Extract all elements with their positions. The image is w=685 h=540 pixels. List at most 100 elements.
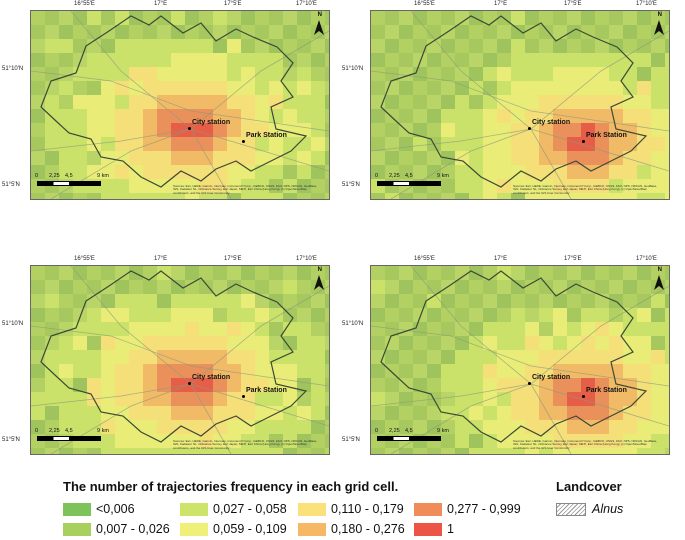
grid-cell [455,322,469,336]
grid-cell [129,193,143,199]
grid-cell [651,179,665,193]
grid-cell [213,364,227,378]
grid-cell [525,11,539,25]
grid-cell [511,81,525,95]
grid-cell [241,11,255,25]
scale-bar-graphic [37,436,101,441]
grid-cell [283,39,297,53]
grid-cell [441,39,455,53]
grid-cell [623,392,637,406]
grid-cell [665,266,669,280]
legend-label: 0,180 - 0,276 [331,522,405,536]
grid-cell [269,378,283,392]
grid-cell [157,406,171,420]
park-station-marker [242,140,245,143]
grid-cell [241,420,255,434]
grid-cell [623,350,637,364]
grid-cell [87,378,101,392]
grid-cell [171,294,185,308]
grid-cell [101,39,115,53]
grid-cell [227,165,241,179]
grid-cell [227,364,241,378]
grid-cell [31,11,45,25]
grid-cell [623,81,637,95]
grid-cell [525,336,539,350]
grid-cell [101,137,115,151]
grid-cell [567,308,581,322]
grid-cell [297,308,311,322]
grid-cell [497,25,511,39]
grid-cell [413,322,427,336]
grid-cell [441,350,455,364]
grid-cell [311,308,325,322]
grid-cell [665,406,669,420]
grid-cell [385,193,399,199]
grid-cell [297,151,311,165]
grid-cell [59,25,73,39]
legend-swatch [414,522,442,536]
grid-cell [595,364,609,378]
grid-cell [455,123,469,137]
grid-cell [213,81,227,95]
grid-cell [371,67,385,81]
road-line [410,266,572,454]
grid-cell [311,109,325,123]
grid-cell [455,336,469,350]
grid-cell [59,294,73,308]
grid-cell [199,266,213,280]
grid-cell [59,109,73,123]
grid-cell [595,434,609,448]
grid-cell [311,11,325,25]
grid-cell [241,95,255,109]
grid-cell [441,137,455,151]
grid-cell [539,39,553,53]
grid-cell [311,406,325,420]
grid-cell [73,336,87,350]
grid-cell [101,193,115,199]
grid-cell [623,448,637,454]
grid-cell [651,193,665,199]
grid-cell [59,67,73,81]
grid-cell [609,448,623,454]
grid-cell [241,336,255,350]
scale-tick-label: 2,25 [49,428,60,434]
grid-cell [157,322,171,336]
grid-cell [129,364,143,378]
grid-cell [185,434,199,448]
grid-cell [525,165,539,179]
grid-cell [185,25,199,39]
grid-cell [143,280,157,294]
grid-cell [185,109,199,123]
grid-cell [525,406,539,420]
grid-cell [469,95,483,109]
grid-cell [497,109,511,123]
grid-cell [101,364,115,378]
grid-cell [581,11,595,25]
grid-cell [325,308,329,322]
grid-cell [101,179,115,193]
grid-cell [385,81,399,95]
grid-cell [665,448,669,454]
grid-cell [511,67,525,81]
legend-label: 0,277 - 0,999 [447,502,521,516]
grid-cell [637,434,651,448]
grid-cell [255,448,269,454]
scale-tick-label: 4,5 [405,428,413,434]
grid-cell [31,137,45,151]
grid-cell [213,11,227,25]
scale-bar-graphic [377,436,441,441]
grid-cell [553,350,567,364]
grid-cell [623,406,637,420]
grid-cell [637,109,651,123]
grid-cell [185,322,199,336]
grid-cell [283,266,297,280]
grid-cell [283,294,297,308]
grid-cell [227,67,241,81]
grid-cell [185,294,199,308]
grid-cell [553,39,567,53]
grid-cell [73,67,87,81]
grid-cell [567,11,581,25]
grid-cell [255,137,269,151]
grid-cell [311,95,325,109]
grid-cell [31,420,45,434]
